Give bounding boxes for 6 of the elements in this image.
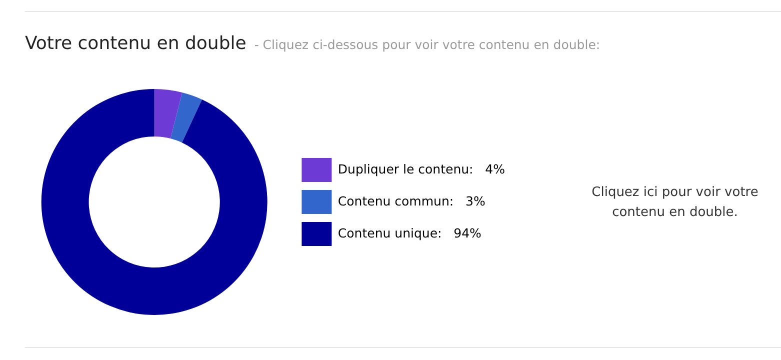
chart-subtitle: - Cliquez ci-dessous pour voir votre contenu en double: [254,37,600,52]
legend-label: Contenu unique: 94% [338,225,482,240]
legend-label: Contenu commun: 3% [338,193,486,208]
legend-label: Dupliquer le contenu: 4% [338,161,506,176]
text: Cliquez ici pour voir votre contenu en double. [590,184,760,222]
chart-title: Votre contenu en double [25,33,246,54]
